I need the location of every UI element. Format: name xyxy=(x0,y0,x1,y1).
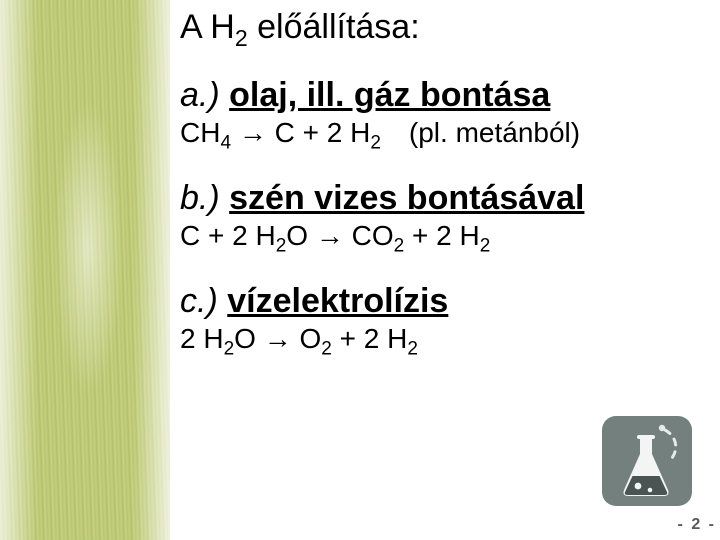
eq-c-p4: + 2 H xyxy=(332,323,407,354)
section-a-note: (pl. metánból) xyxy=(409,117,580,148)
eq-c-p3: 2 xyxy=(321,339,332,360)
slide-title: A H2 előállítása: xyxy=(180,8,710,47)
slide-root: A H2 előállítása: a.) olaj, ill. gáz bon… xyxy=(0,0,720,540)
eq-c-p0: 2 H xyxy=(180,323,224,354)
eq-c-p1: 2 xyxy=(224,339,235,360)
section-c-equation: 2 H2O → O2 + 2 H2 xyxy=(180,322,710,356)
eq-b-p3: 2 xyxy=(394,236,405,257)
eq-c-p2: O → O xyxy=(234,323,321,354)
section-c-title: vízelektrolízis xyxy=(227,282,448,320)
decorative-sidebar xyxy=(0,0,170,540)
eq-a-p2: → C + 2 H xyxy=(231,117,370,148)
eq-b-p1: 2 xyxy=(276,236,287,257)
section-a-title: olaj, ill. gáz bontása xyxy=(229,76,550,114)
section-c-heading: c.) vízelektrolízis xyxy=(180,283,710,320)
title-pre: A H xyxy=(180,8,235,46)
flask-icon xyxy=(602,416,692,506)
eq-b-p5: 2 xyxy=(480,236,491,257)
eq-a-p0: CH xyxy=(180,117,220,148)
section-b-heading: b.) szén vizes bontásával xyxy=(180,180,710,217)
section-a-equation: CH4 → C + 2 H2(pl. metánból) xyxy=(180,116,710,150)
eq-a-p1: 4 xyxy=(220,133,231,154)
section-a-heading: a.) olaj, ill. gáz bontása xyxy=(180,77,710,114)
eq-b-p4: + 2 H xyxy=(404,220,479,251)
title-post: előállítása: xyxy=(248,8,420,46)
eq-a-p3: 2 xyxy=(370,133,381,154)
page-number: - 2 - xyxy=(678,516,716,534)
eq-b-p2: O → CO xyxy=(286,220,393,251)
section-b-title: szén vizes bontásával xyxy=(229,179,584,217)
title-sub: 2 xyxy=(235,25,248,51)
eq-c-p5: 2 xyxy=(407,339,418,360)
section-b-equation: C + 2 H2O → CO2 + 2 H2 xyxy=(180,219,710,253)
section-a-label: a.) xyxy=(180,76,220,114)
section-b-label: b.) xyxy=(180,179,220,217)
eq-b-p0: C + 2 H xyxy=(180,220,276,251)
content-area: A H2 előállítása: a.) olaj, ill. gáz bon… xyxy=(180,8,710,356)
section-c-label: c.) xyxy=(180,282,218,320)
